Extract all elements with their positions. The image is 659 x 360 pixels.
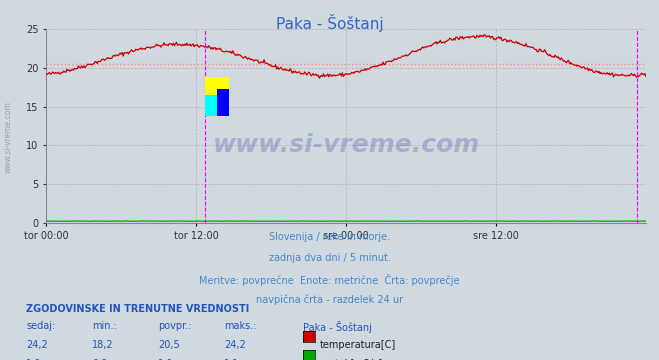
Text: min.:: min.:: [92, 321, 117, 332]
Text: sedaj:: sedaj:: [26, 321, 55, 332]
Text: www.si-vreme.com: www.si-vreme.com: [3, 101, 13, 173]
Text: povpr.:: povpr.:: [158, 321, 192, 332]
Text: Paka - Šoštanj: Paka - Šoštanj: [303, 321, 372, 333]
Text: pretok[m3/s]: pretok[m3/s]: [320, 359, 383, 360]
Text: navpična črta - razdelek 24 ur: navpična črta - razdelek 24 ur: [256, 295, 403, 305]
Text: 18,2: 18,2: [92, 340, 114, 350]
Text: www.si-vreme.com: www.si-vreme.com: [212, 134, 480, 157]
Text: Paka - Šoštanj: Paka - Šoštanj: [275, 14, 384, 32]
Text: Slovenija / reke in morje.: Slovenija / reke in morje.: [269, 232, 390, 242]
Text: 1,0: 1,0: [26, 359, 42, 360]
Text: temperatura[C]: temperatura[C]: [320, 340, 396, 350]
Text: ZGODOVINSKE IN TRENUTNE VREDNOSTI: ZGODOVINSKE IN TRENUTNE VREDNOSTI: [26, 304, 250, 314]
Text: Meritve: povprečne  Enote: metrične  Črta: povprečje: Meritve: povprečne Enote: metrične Črta:…: [199, 274, 460, 286]
Text: zadnja dva dni / 5 minut.: zadnja dva dni / 5 minut.: [269, 253, 390, 263]
Text: maks.:: maks.:: [224, 321, 256, 332]
Text: 0,9: 0,9: [92, 359, 107, 360]
Bar: [205, 77, 229, 116]
Text: 1,0: 1,0: [158, 359, 173, 360]
Text: 24,2: 24,2: [26, 340, 48, 350]
Text: 20,5: 20,5: [158, 340, 180, 350]
Bar: [217, 89, 229, 116]
Bar: [205, 95, 217, 116]
Text: 1,1: 1,1: [224, 359, 239, 360]
Text: 24,2: 24,2: [224, 340, 246, 350]
